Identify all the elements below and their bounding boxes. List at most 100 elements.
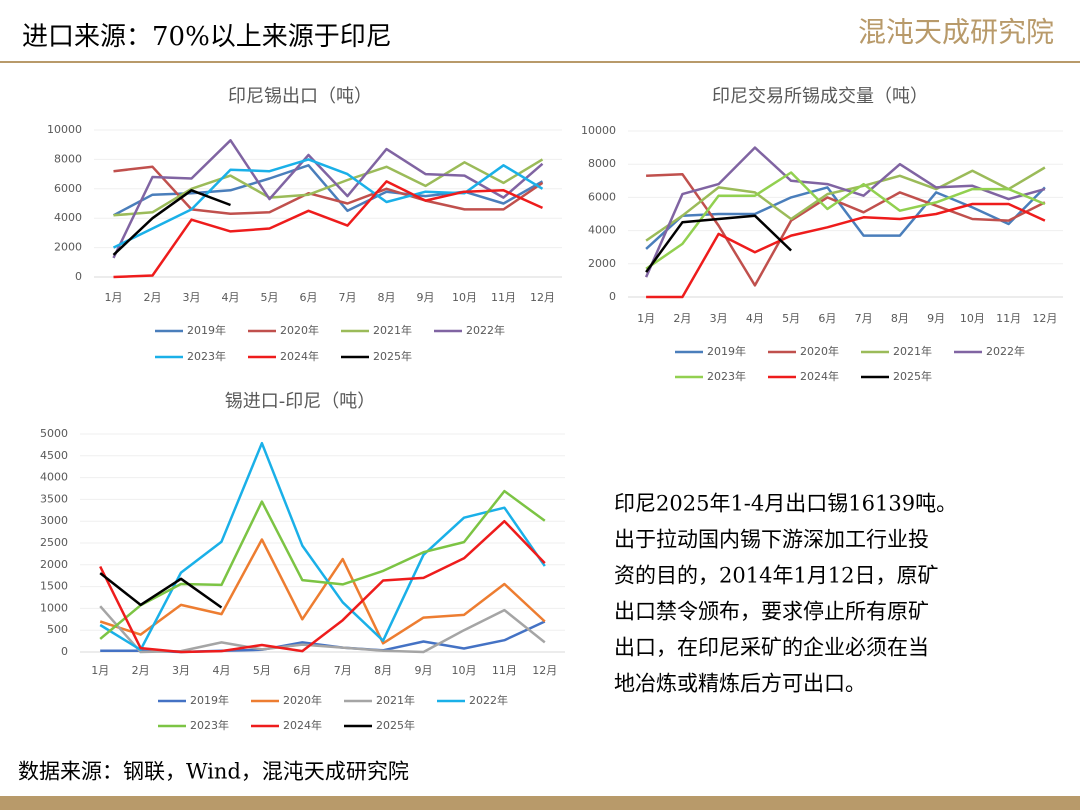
x-tick-label: 3月 (172, 664, 190, 677)
chart-title: 锡进口-印尼（吨） (225, 391, 376, 412)
x-tick-label: 11月 (996, 312, 1021, 325)
series-line (113, 165, 544, 216)
y-tick-label: 6000 (54, 182, 82, 195)
series-line (646, 202, 1046, 299)
x-tick-label: 5月 (253, 664, 271, 677)
x-tick-label: 7月 (339, 291, 357, 304)
series-line (99, 441, 546, 652)
x-tick-label: 7月 (334, 664, 352, 677)
series-line (113, 158, 544, 217)
y-tick-label: 3500 (40, 492, 68, 505)
series-line (645, 171, 1046, 270)
logo: 混沌天成研究院 (858, 16, 1054, 49)
y-tick-label: 6000 (588, 190, 616, 203)
y-tick-label: 4000 (40, 471, 68, 484)
y-tick-label: 0 (609, 290, 616, 303)
legend-label: 2019年 (707, 344, 746, 358)
y-tick-label: 8000 (54, 152, 82, 165)
x-tick-label: 2月 (132, 664, 150, 677)
note-line: 印尼2025年1-4月出口锡16139吨。 (614, 492, 957, 516)
y-tick-label: 500 (47, 623, 68, 636)
x-tick-label: 9月 (927, 312, 945, 325)
x-tick-label: 5月 (782, 312, 800, 325)
y-tick-label: 0 (61, 645, 68, 658)
y-tick-label: 5000 (40, 427, 68, 440)
source: 数据来源：钢联，Wind，混沌天成研究院 (18, 760, 409, 784)
series-line (646, 172, 1046, 287)
series-line (113, 180, 544, 279)
legend-label: 2025年 (376, 718, 415, 732)
x-tick-label: 4月 (212, 664, 230, 677)
x-tick-label: 6月 (300, 291, 318, 304)
x-tick-label: 2月 (144, 291, 162, 304)
note-line: 出于拉动国内锡下游深加工行业投 (614, 528, 929, 552)
legend-label: 2021年 (893, 344, 932, 358)
note-line: 资的目的，2014年1月12日，原矿 (614, 564, 939, 588)
legend-label: 2019年 (187, 323, 226, 337)
x-tick-label: 4月 (746, 312, 764, 325)
legend-label: 2020年 (283, 693, 322, 707)
legend-label: 2024年 (283, 718, 322, 732)
y-tick-label: 1000 (40, 601, 68, 614)
x-tick-label: 9月 (417, 291, 435, 304)
legend-label: 2025年 (893, 369, 932, 383)
y-tick-label: 2000 (40, 558, 68, 571)
y-tick-label: 8000 (588, 157, 616, 170)
chart-title: 印尼交易所锡成交量（吨） (712, 86, 928, 107)
x-tick-label: 3月 (710, 312, 728, 325)
x-tick-label: 12月 (532, 664, 557, 677)
x-tick-label: 12月 (530, 291, 555, 304)
series-line (99, 572, 223, 609)
legend-label: 2020年 (280, 323, 319, 337)
legend-label: 2023年 (190, 718, 229, 732)
x-tick-label: 9月 (415, 664, 433, 677)
x-tick-label: 1月 (91, 664, 109, 677)
y-tick-label: 2000 (54, 241, 82, 254)
series-line (99, 538, 546, 645)
legend-label: 2019年 (190, 693, 229, 707)
series-line (112, 139, 544, 259)
note-line: 出口，在印尼采矿的企业必须在当 (614, 636, 929, 660)
chart-title: 印尼锡出口（吨） (228, 86, 372, 107)
y-tick-label: 2000 (588, 257, 616, 270)
x-tick-label: 7月 (855, 312, 873, 325)
series-line (99, 519, 546, 654)
y-tick-label: 4000 (588, 224, 616, 237)
y-tick-label: 3000 (40, 514, 68, 527)
footer-band (0, 796, 1080, 810)
x-tick-label: 10月 (452, 291, 477, 304)
x-tick-label: 8月 (891, 312, 909, 325)
legend-label: 2021年 (373, 323, 412, 337)
series-line (645, 214, 792, 273)
y-tick-label: 4000 (54, 211, 82, 224)
legend-label: 2024年 (800, 369, 839, 383)
x-tick-label: 5月 (261, 291, 279, 304)
x-tick-label: 6月 (818, 312, 836, 325)
slide-title: 进口来源：70%以上来源于印尼 (22, 22, 392, 52)
x-tick-label: 6月 (293, 664, 311, 677)
y-tick-label: 0 (75, 270, 82, 283)
x-tick-label: 2月 (673, 312, 691, 325)
legend-label: 2023年 (187, 349, 226, 363)
series-line (645, 186, 1046, 250)
legend-label: 2025年 (373, 349, 412, 363)
x-tick-label: 8月 (378, 291, 396, 304)
x-tick-label: 1月 (637, 312, 655, 325)
legend-label: 2023年 (707, 369, 746, 383)
x-tick-label: 10月 (960, 312, 985, 325)
legend-label: 2024年 (280, 349, 319, 363)
series-line (112, 158, 544, 249)
y-tick-label: 10000 (47, 123, 82, 136)
note-line: 出口禁令颁布，要求停止所有原矿 (614, 600, 929, 624)
note-line: 地冶炼或精炼后方可出口。 (614, 672, 866, 696)
legend-label: 2022年 (469, 693, 508, 707)
x-tick-label: 11月 (491, 291, 516, 304)
x-tick-label: 10月 (451, 664, 476, 677)
series-line (112, 189, 231, 256)
x-tick-label: 1月 (105, 291, 123, 304)
y-tick-label: 10000 (581, 124, 616, 137)
x-tick-label: 11月 (492, 664, 517, 677)
y-tick-label: 4500 (40, 449, 68, 462)
